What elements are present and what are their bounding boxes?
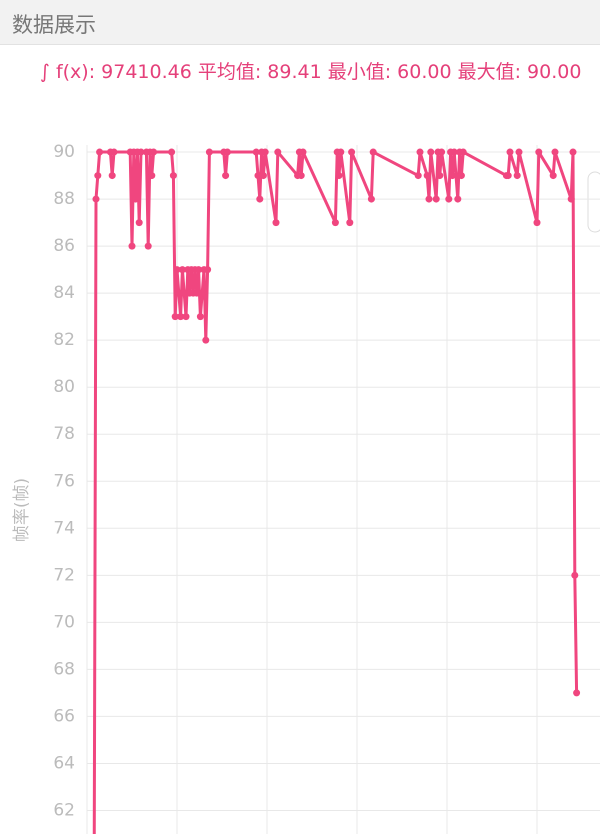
data-point	[198, 289, 206, 297]
y-tick-label: 88	[53, 189, 75, 209]
data-point	[274, 148, 282, 156]
data-point	[549, 172, 557, 180]
data-point	[331, 219, 339, 227]
data-point	[573, 689, 581, 697]
data-point	[137, 148, 145, 156]
data-point	[254, 172, 262, 180]
data-point	[144, 242, 152, 250]
data-point	[337, 148, 345, 156]
data-point	[148, 172, 156, 180]
data-point	[335, 172, 343, 180]
data-point	[299, 148, 307, 156]
y-tick-label: 90	[53, 142, 75, 162]
data-point	[169, 172, 177, 180]
data-point	[567, 195, 575, 203]
data-point	[423, 172, 431, 180]
data-point	[414, 172, 422, 180]
y-tick-label: 62	[53, 800, 75, 820]
data-point	[196, 313, 204, 321]
data-point	[178, 266, 186, 274]
data-point	[513, 172, 521, 180]
data-point	[110, 148, 118, 156]
data-point	[175, 289, 183, 297]
data-point	[202, 336, 210, 344]
data-point	[223, 148, 231, 156]
data-point	[448, 172, 456, 180]
data-point	[261, 148, 269, 156]
y-tick-label: 72	[53, 565, 75, 585]
data-point	[506, 148, 514, 156]
stats-text: ∫ f(x): 97410.46 平均值: 89.41 最小值: 60.00 最…	[40, 61, 582, 83]
data-point	[135, 219, 143, 227]
data-line	[92, 150, 579, 834]
data-point	[259, 172, 267, 180]
data-point	[569, 148, 577, 156]
data-point	[427, 148, 435, 156]
data-point	[457, 172, 465, 180]
data-point	[195, 266, 203, 274]
data-point	[533, 219, 541, 227]
data-point	[177, 313, 185, 321]
data-point	[171, 313, 179, 321]
data-point	[128, 242, 136, 250]
data-point	[204, 266, 212, 274]
y-tick-label: 80	[53, 377, 75, 397]
data-point	[256, 195, 264, 203]
data-point	[438, 148, 446, 156]
data-point	[535, 148, 543, 156]
y-tick-label: 74	[53, 518, 75, 538]
data-point	[436, 172, 444, 180]
y-tick-label: 78	[53, 424, 75, 444]
data-point	[348, 148, 356, 156]
data-point	[369, 148, 377, 156]
data-point	[252, 148, 260, 156]
data-point	[132, 195, 140, 203]
data-point	[96, 148, 104, 156]
y-tick-label: 82	[53, 330, 75, 350]
data-point	[180, 289, 188, 297]
scrollbar	[587, 171, 600, 233]
data-point	[182, 313, 190, 321]
y-tick-label: 86	[53, 236, 75, 256]
data-point	[94, 172, 102, 180]
y-tick-label: 76	[53, 471, 75, 491]
data-point	[92, 195, 100, 203]
data-point	[459, 148, 467, 156]
data-point	[445, 195, 453, 203]
y-tick-label: 84	[53, 283, 75, 303]
title-bar: 数据展示	[0, 0, 600, 45]
data-point	[504, 172, 512, 180]
y-tick-label: 64	[53, 753, 75, 773]
data-point	[150, 148, 158, 156]
data-point	[432, 195, 440, 203]
data-point	[454, 195, 462, 203]
data-point	[551, 148, 559, 156]
data-point	[193, 289, 201, 297]
y-tick-label: 68	[53, 659, 75, 679]
data-point	[173, 266, 181, 274]
data-point	[205, 148, 213, 156]
data-point	[416, 148, 424, 156]
data-point	[571, 571, 579, 579]
data-point	[272, 219, 280, 227]
plot-area	[92, 148, 581, 834]
y-axis-label: 帧率(帧)	[12, 478, 32, 542]
data-point	[367, 195, 375, 203]
title: 数据展示	[12, 13, 96, 37]
data-point	[346, 219, 354, 227]
y-tick-label: 66	[53, 706, 75, 726]
data-point	[515, 148, 523, 156]
data-point	[425, 195, 433, 203]
data-point	[168, 148, 176, 156]
data-point	[108, 172, 116, 180]
data-point	[450, 148, 458, 156]
data-point	[297, 172, 305, 180]
y-tick-label: 70	[53, 612, 75, 632]
data-point	[222, 172, 230, 180]
